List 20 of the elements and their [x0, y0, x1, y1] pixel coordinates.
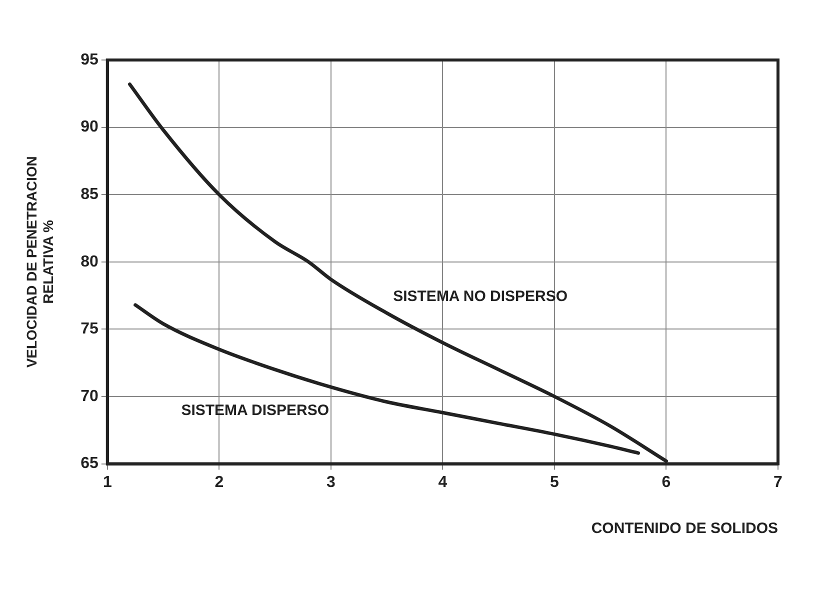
x-tick-label: 5: [550, 474, 560, 491]
series-label: SISTEMA DISPERSO: [181, 402, 330, 420]
x-tick-label: 3: [326, 474, 336, 491]
y-tick-label: 75: [80, 320, 98, 338]
y-tick-label: 70: [80, 388, 98, 405]
x-tick-label: 6: [662, 474, 671, 491]
x-tick-label: 7: [774, 474, 783, 491]
y-axis-title: VELOCIDAD DE PENETRACION RELATIVA %: [23, 156, 56, 368]
x-tick-label: 2: [214, 474, 224, 491]
y-tick-label: 90: [80, 118, 98, 136]
line-series: [134, 303, 640, 455]
y-tick-label: 80: [80, 253, 98, 270]
x-tick-label: 1: [102, 474, 112, 491]
line-series: [128, 82, 668, 463]
y-tick-label: 95: [80, 51, 98, 68]
y-tick-label: 65: [80, 455, 98, 472]
x-axis-title: CONTENIDO DE SOLIDOS: [591, 520, 778, 538]
y-tick-label: 85: [80, 186, 98, 204]
x-tick-label: 4: [438, 474, 448, 491]
series-label: SISTEMA NO DISPERSO: [393, 288, 568, 306]
